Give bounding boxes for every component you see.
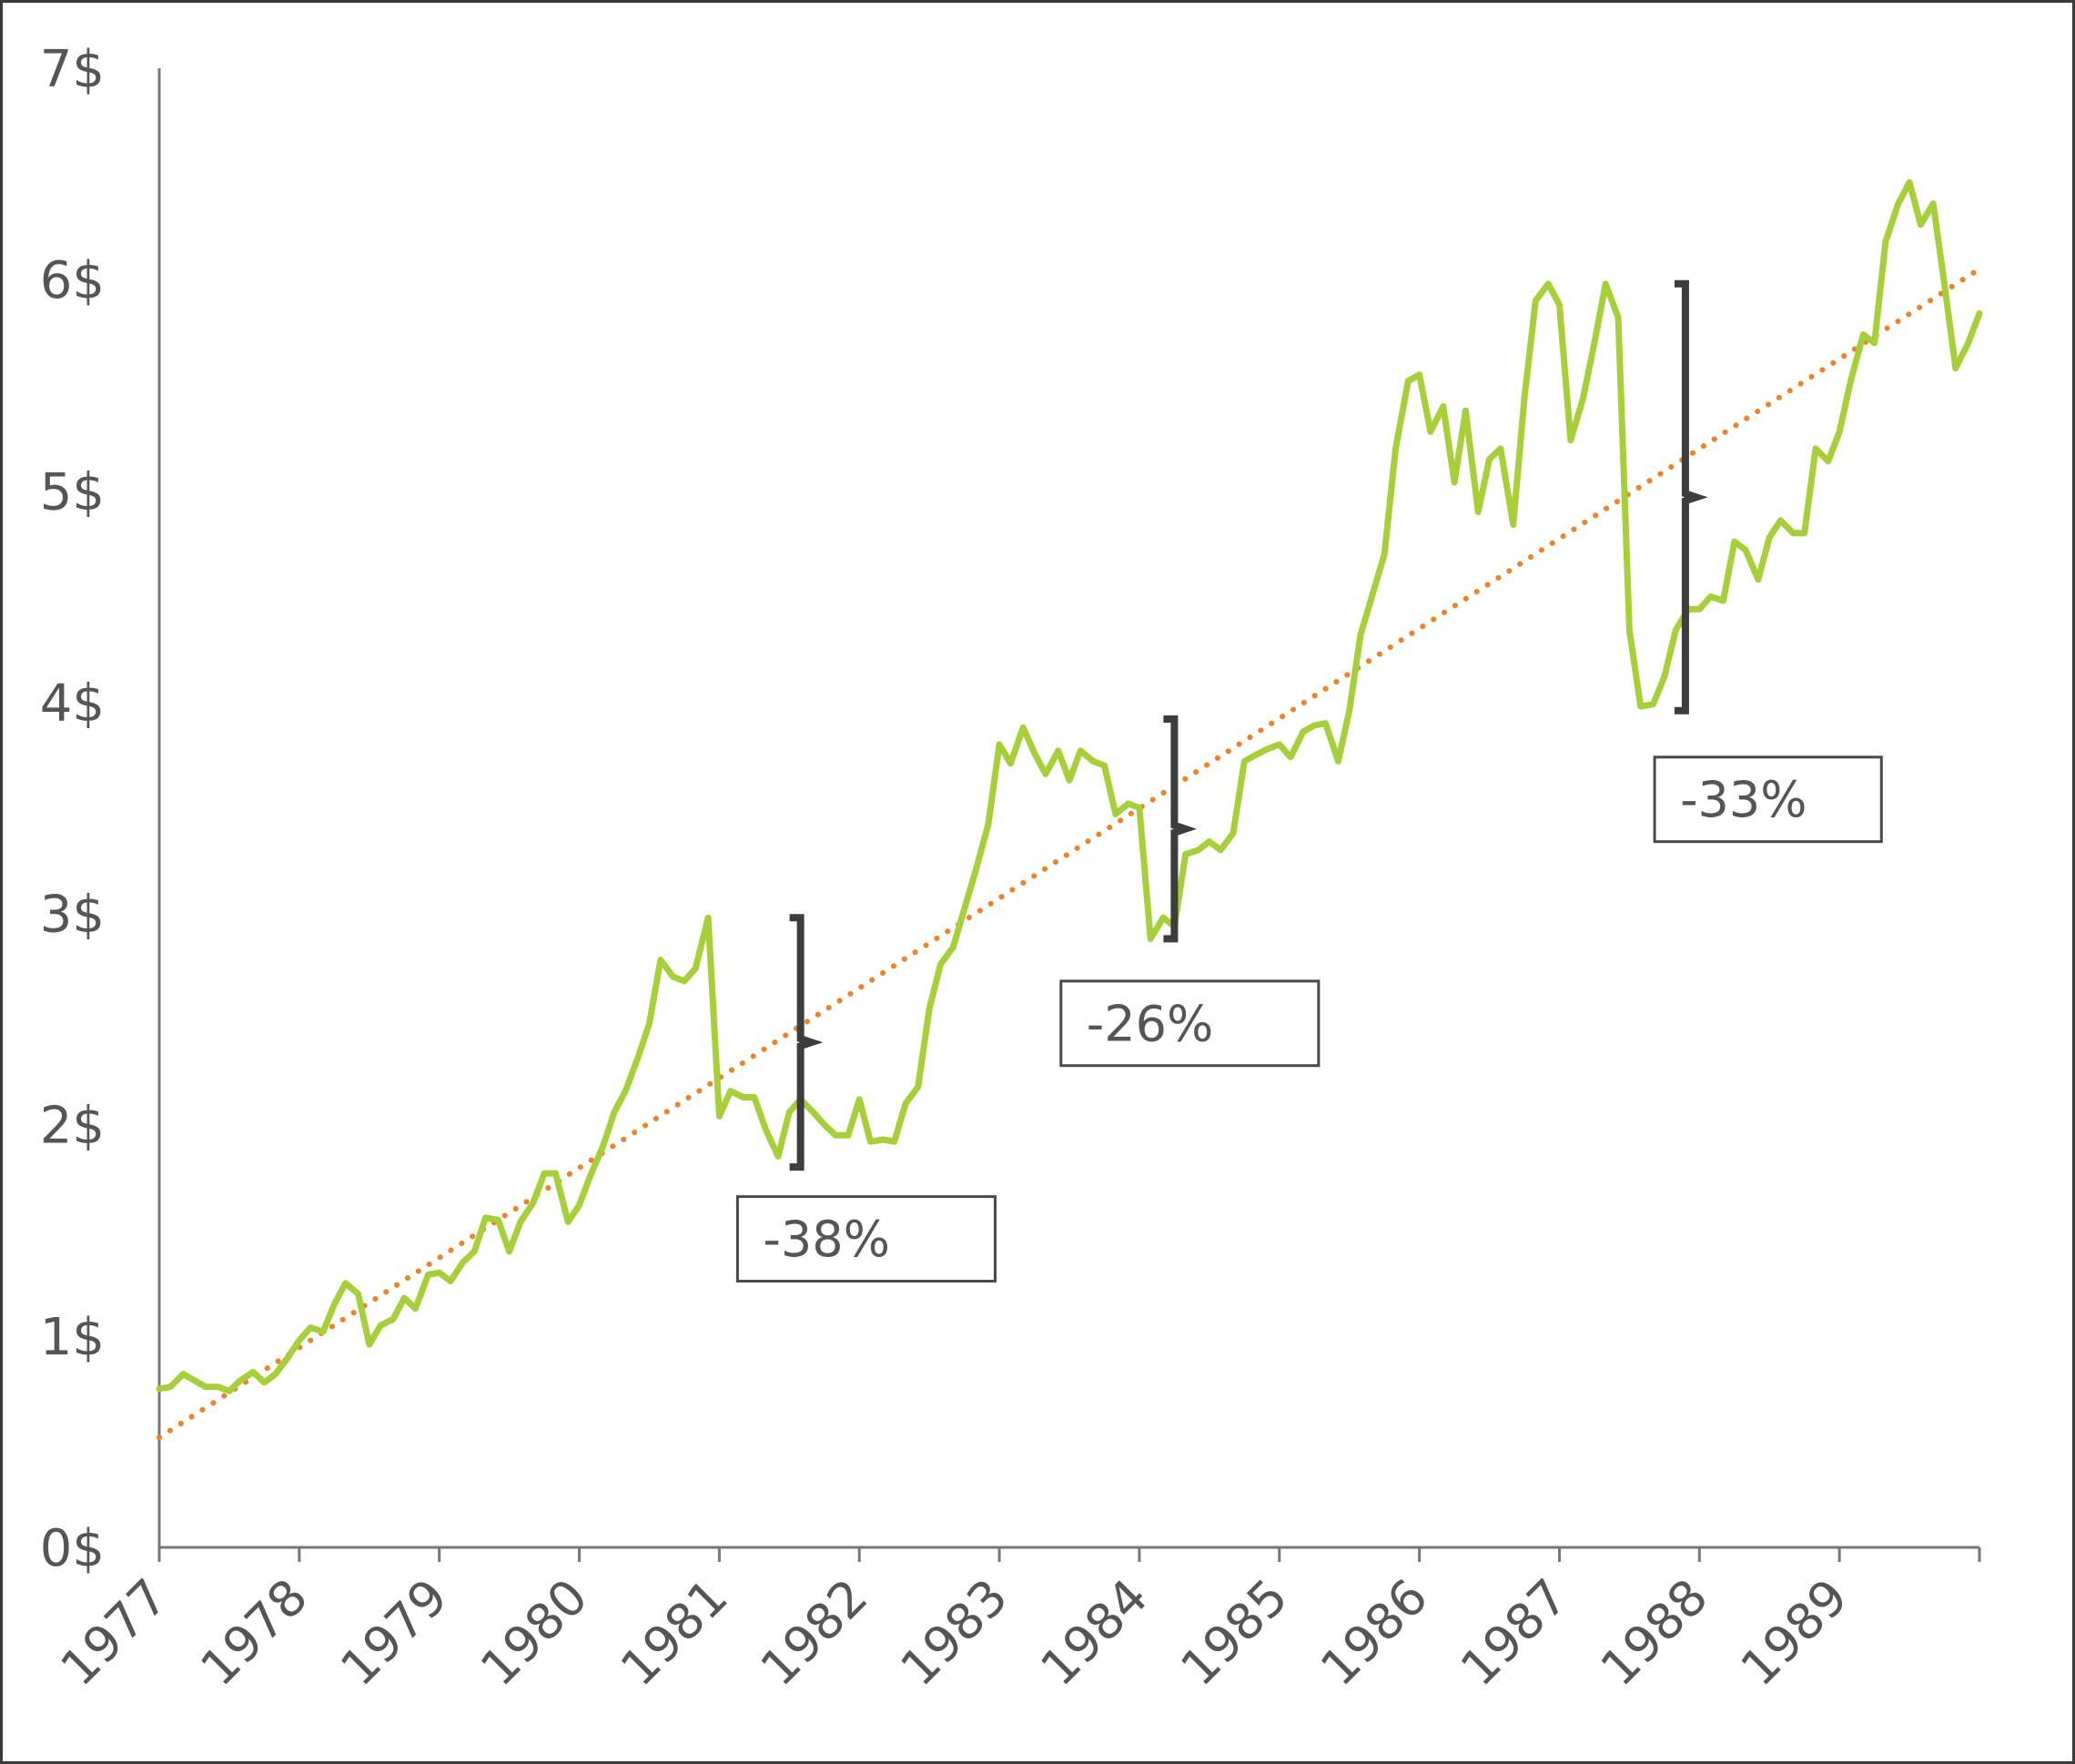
- trend-layer: [157, 266, 1982, 1441]
- trend-line: [157, 266, 1982, 1441]
- annotation-layer: -38% -26% -33%: [735, 279, 1883, 1282]
- drawdown-callout-box: [735, 1195, 997, 1282]
- series-layer: [156, 178, 1983, 1394]
- x-tick-label: 1988: [1590, 1568, 1719, 1698]
- drawdown-bracket: [1674, 279, 1708, 715]
- x-tick-label: 1989: [1730, 1568, 1859, 1698]
- x-tick-label: 1986: [1310, 1568, 1439, 1698]
- x-tick-label: 1978: [189, 1568, 319, 1698]
- x-tick-label: 1977: [49, 1568, 178, 1698]
- x-tick-label: 1981: [610, 1568, 739, 1698]
- drawdown-bracket: [789, 914, 824, 1171]
- drawdown-callout-box: [1059, 979, 1321, 1068]
- price-line: [156, 178, 1983, 1394]
- drawdown-callout-box: [1653, 755, 1883, 844]
- y-tick-label: 4$: [40, 674, 105, 733]
- drawdown-bracket: [1163, 715, 1198, 943]
- x-tick-label: 1984: [1029, 1568, 1159, 1698]
- y-tick-label: 6$: [40, 251, 105, 310]
- y-tick-label: 3$: [40, 886, 105, 945]
- y-tick-label: 2$: [40, 1097, 105, 1156]
- y-tick-label: 7$: [40, 40, 105, 99]
- y-tick-label: 0$: [40, 1519, 105, 1578]
- y-tick-label: 5$: [40, 462, 105, 522]
- x-tick-label: 1987: [1450, 1568, 1579, 1698]
- x-tick-label: 1982: [750, 1568, 879, 1698]
- x-tick-label: 1983: [890, 1568, 1019, 1698]
- y-tick-label: 1$: [40, 1308, 105, 1367]
- drawdown-callout-label: -38%: [763, 1211, 890, 1268]
- x-tick-label: 1985: [1169, 1568, 1299, 1698]
- drawdown-callout-label: -26%: [1087, 995, 1214, 1052]
- price-chart: 0$ 1$ 2$ 3$ 4$ 5$ 6$ 7$ 1977 1978 1979 1980 1981 1982…: [40, 40, 1983, 1698]
- x-tick-label: 1979: [329, 1568, 459, 1698]
- x-tick-label: 1980: [470, 1568, 599, 1698]
- drawdown-callout-label: -33%: [1680, 771, 1807, 828]
